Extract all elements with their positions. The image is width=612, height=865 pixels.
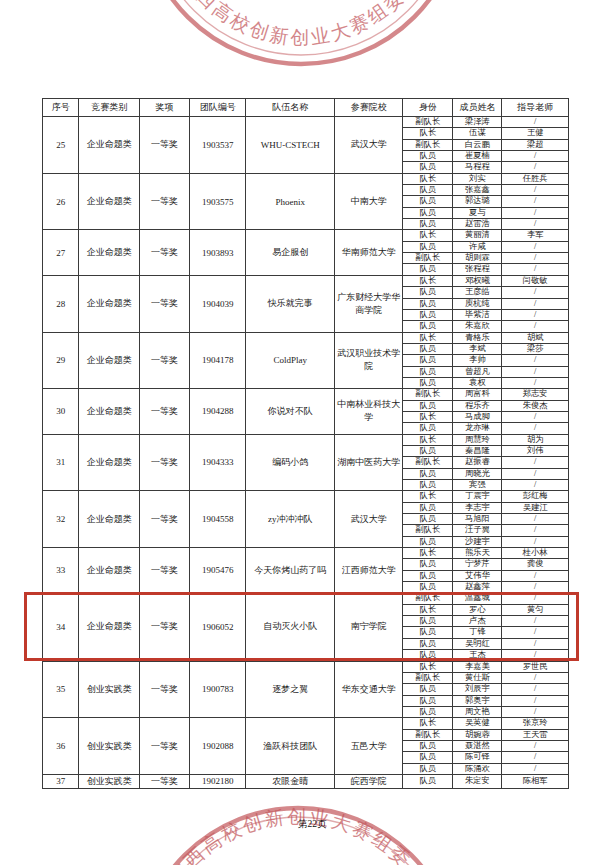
svg-text:广西高校创新创业大赛组委会: 广西高校创新创业大赛组委会 bbox=[165, 806, 431, 865]
